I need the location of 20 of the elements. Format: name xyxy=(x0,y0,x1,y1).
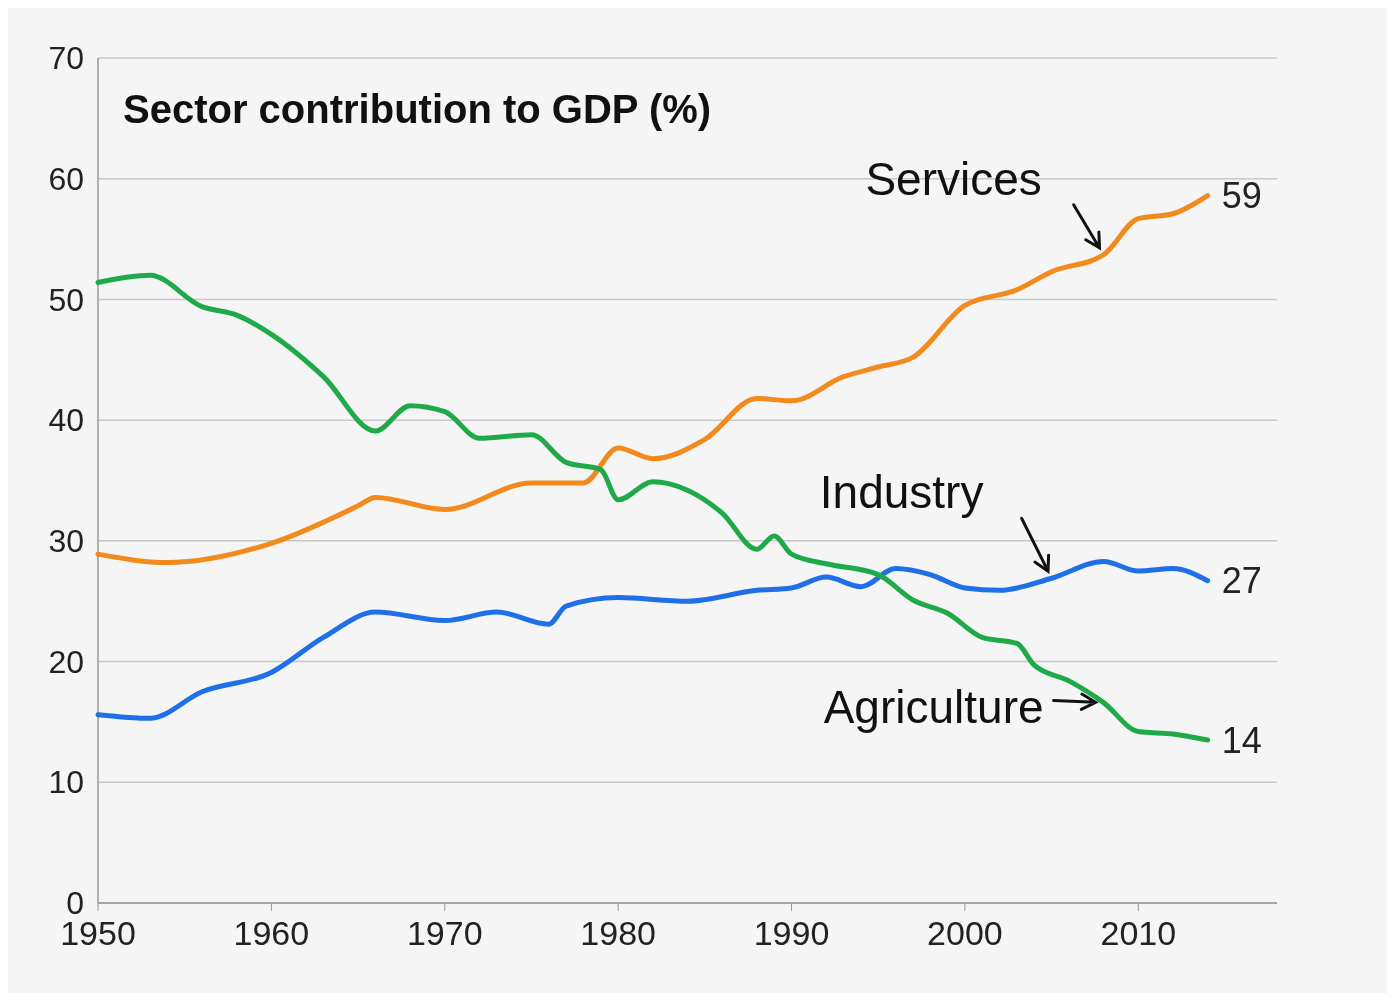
series-label: Agriculture xyxy=(823,680,1044,733)
text: Sector contribution to GDP (%) xyxy=(123,87,712,131)
y-tick-label: 60 xyxy=(48,160,84,197)
y-tick-label: 40 xyxy=(48,402,84,439)
series-label: Services xyxy=(865,152,1042,205)
y-tick-label: 10 xyxy=(48,764,84,801)
x-tick-label: 1970 xyxy=(406,914,483,952)
y-tick-label: 50 xyxy=(48,281,84,318)
series-label: Industry xyxy=(819,466,984,519)
y-tick-label: 30 xyxy=(48,523,84,560)
x-tick-label: 1990 xyxy=(753,914,830,952)
data-label: 14 xyxy=(1221,719,1262,761)
data-label: 27 xyxy=(1221,560,1262,602)
y-tick-label: 70 xyxy=(48,40,84,77)
x-tick-label: 2000 xyxy=(927,914,1003,952)
y-tick-label: 20 xyxy=(48,643,84,680)
x-tick-label: 1980 xyxy=(580,914,656,952)
data-label: 59 xyxy=(1221,175,1262,217)
x-tick-label: 2010 xyxy=(1100,914,1177,952)
x-tick-label: 1960 xyxy=(233,914,310,952)
